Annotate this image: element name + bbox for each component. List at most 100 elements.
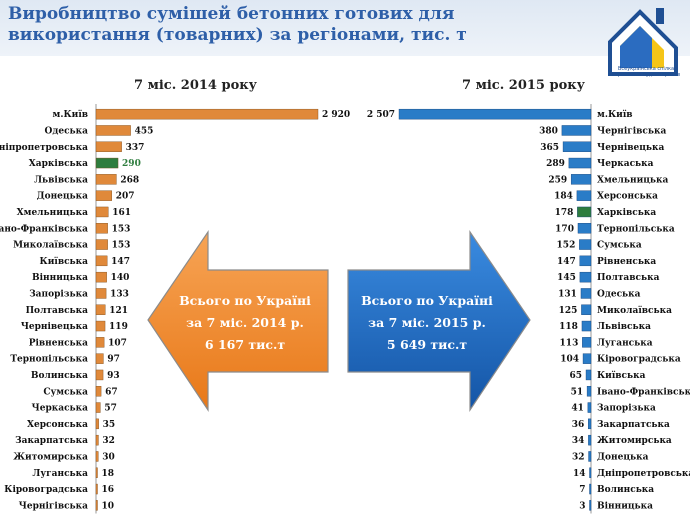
left-value-label: 161 <box>112 208 131 218</box>
left-bar <box>95 386 102 397</box>
left-bar <box>95 206 109 218</box>
left-value-label: 35 <box>103 420 116 430</box>
right-value-label: 34 <box>572 436 585 446</box>
right-category-label: Полтавська <box>597 273 660 283</box>
right-value-label: 289 <box>546 159 565 169</box>
right-category-label: Закарпатська <box>597 420 670 430</box>
right-category-label: Кіровоградська <box>597 355 681 365</box>
left-bar <box>95 500 98 511</box>
left-category-label: Черкаська <box>32 404 89 414</box>
left-value-label: 97 <box>107 355 120 365</box>
right-value-label: 170 <box>555 224 574 234</box>
left-bar <box>95 223 108 234</box>
right-bar <box>579 239 592 250</box>
right-value-label: 7 <box>579 485 585 495</box>
right-value-label: 184 <box>554 192 573 202</box>
left-category-label: Київська <box>40 256 89 267</box>
left-total-line3: 6 167 тис.т <box>204 337 286 352</box>
right-bar <box>588 451 592 462</box>
right-value-label: 145 <box>557 273 576 283</box>
left-category-label: Львівська <box>34 175 88 185</box>
left-value-label: 2 920 <box>322 110 350 120</box>
left-value-label: 455 <box>135 126 154 136</box>
right-category-label: Рівненська <box>597 257 656 267</box>
right-bar <box>579 271 592 283</box>
right-value-label: 147 <box>557 257 576 267</box>
left-value-label: 153 <box>112 224 131 234</box>
header-band <box>0 0 690 56</box>
left-category-label: Луганська <box>32 469 88 479</box>
right-value-label: 380 <box>539 126 558 136</box>
right-category-label: Вінницька <box>597 501 653 511</box>
left-category-label: Хмельницька <box>17 208 89 218</box>
left-value-label: 290 <box>122 159 141 169</box>
right-value-label: 104 <box>560 355 579 365</box>
left-bar <box>95 337 105 348</box>
left-value-label: 67 <box>105 387 118 397</box>
right-value-label: 365 <box>540 143 559 153</box>
left-value-label: 16 <box>102 485 115 495</box>
left-value-label: 147 <box>111 257 130 267</box>
left-value-label: 153 <box>112 241 131 251</box>
left-bar <box>95 451 99 462</box>
left-category-label: Чернівецька <box>21 322 88 332</box>
right-value-label: 259 <box>548 175 567 185</box>
right-value-label: 178 <box>555 208 574 218</box>
left-total-line2: за 7 міс. 2014 р. <box>186 315 304 330</box>
left-bar <box>95 304 106 315</box>
right-bar <box>577 206 592 218</box>
left-category-label: Волинська <box>31 371 88 381</box>
right-category-label: Львівська <box>597 322 651 332</box>
left-value-label: 119 <box>109 322 128 332</box>
right-value-label: 14 <box>573 469 586 479</box>
right-category-label: Сумська <box>597 241 642 251</box>
right-bar <box>398 108 592 120</box>
right-category-label: Івано-Франківська <box>597 387 690 397</box>
left-category-label: Тернопільська <box>10 355 88 365</box>
left-value-label: 140 <box>111 273 130 283</box>
left-category-label: Житомирська <box>13 452 88 462</box>
right-value-label: 2 507 <box>367 110 395 120</box>
right-value-label: 65 <box>569 371 582 381</box>
left-bar <box>95 467 98 478</box>
right-value-label: 125 <box>559 306 578 316</box>
right-value-label: 51 <box>571 387 584 397</box>
left-category-label: Дніпропетровська <box>0 143 88 153</box>
right-category-label: Донецька <box>597 452 649 462</box>
right-value-label: 41 <box>571 404 584 414</box>
logo-caption: Всеукраїнська спілка виробників будматер… <box>611 66 681 78</box>
left-category-label: Запорізька <box>29 289 88 299</box>
right-category-label: м.Київ <box>597 109 633 120</box>
left-bar <box>95 320 106 332</box>
right-bar <box>588 434 592 446</box>
left-category-label: Кіровоградська <box>4 485 88 495</box>
left-bar <box>95 483 98 495</box>
right-bar <box>581 304 592 315</box>
left-category-label: Миколаївська <box>13 240 88 251</box>
right-value-label: 32 <box>572 452 585 462</box>
right-value-label: 113 <box>560 338 579 348</box>
left-category-label: Закарпатська <box>15 436 88 446</box>
association-logo <box>608 8 678 76</box>
right-total-line2: за 7 міс. 2015 р. <box>368 315 486 330</box>
left-value-label: 268 <box>120 175 139 185</box>
left-value-label: 107 <box>108 338 127 348</box>
right-category-label: Миколаївська <box>597 305 672 316</box>
right-bar <box>588 418 592 430</box>
left-bar <box>95 125 131 136</box>
right-bar <box>589 483 592 495</box>
left-value-label: 93 <box>107 371 120 381</box>
right-bar <box>589 500 592 511</box>
right-bar <box>589 467 592 478</box>
left-value-label: 133 <box>110 289 129 299</box>
left-value-label: 337 <box>126 143 145 153</box>
right-category-label: Тернопільська <box>597 224 675 234</box>
left-value-label: 30 <box>102 452 115 462</box>
right-bar <box>561 125 592 136</box>
right-bar <box>562 141 592 152</box>
right-bar <box>585 369 592 381</box>
right-category-label: Чернівецька <box>597 143 664 153</box>
left-category-label: Рівненська <box>29 338 88 348</box>
left-category-label: Донецька <box>37 192 89 202</box>
right-total-line3: 5 649 тис.т <box>386 337 468 352</box>
